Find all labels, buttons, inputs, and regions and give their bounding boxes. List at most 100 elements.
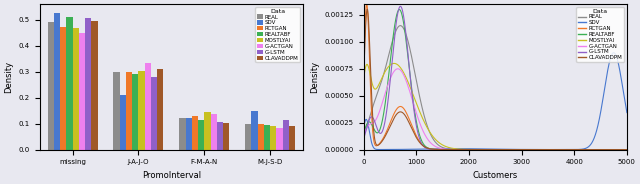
G-LSTM — [360, 138, 367, 140]
RCTGAN — [623, 148, 631, 151]
Bar — [252, 111, 258, 150]
Bar — [223, 123, 229, 150]
MOSTLYAI — [616, 148, 623, 151]
Y-axis label: Density: Density — [310, 61, 319, 93]
REAL — [567, 148, 575, 151]
G-ACTGAN — [481, 148, 488, 151]
G-ACTGAN — [616, 148, 623, 151]
Bar — [217, 121, 223, 150]
Legend: REAL, SDV, RCTGAN, REALTABF, MOSTLYAI, G-ACTGAN, G-LSTM, CLAVADDPM: REAL, SDV, RCTGAN, REALTABF, MOSTLYAI, G… — [255, 7, 300, 62]
G-LSTM — [488, 148, 495, 151]
X-axis label: PromoInterval: PromoInterval — [142, 171, 201, 180]
Bar — [204, 112, 211, 150]
REALTABF — [481, 148, 488, 151]
SDV — [616, 67, 623, 70]
REALTABF — [616, 148, 623, 151]
G-LSTM — [481, 148, 488, 151]
SDV — [481, 148, 488, 150]
G-ACTGAN — [623, 148, 631, 151]
Bar — [179, 118, 186, 150]
Bar — [85, 18, 92, 150]
G-ACTGAN — [616, 148, 623, 151]
CLAVADDPM — [567, 148, 575, 151]
SDV — [567, 148, 575, 151]
REAL — [360, 134, 367, 136]
Bar — [126, 72, 132, 150]
Bar — [186, 118, 192, 150]
CLAVADDPM — [616, 148, 623, 151]
Line: RCTGAN: RCTGAN — [364, 4, 627, 150]
RCTGAN — [616, 148, 623, 151]
REALTABF — [616, 148, 623, 151]
REAL — [616, 148, 623, 151]
RCTGAN — [616, 148, 623, 151]
REALTABF — [623, 148, 631, 151]
REAL — [396, 24, 404, 27]
Bar — [276, 128, 283, 150]
RCTGAN — [373, 144, 381, 147]
Line: SDV: SDV — [364, 53, 627, 150]
REAL — [373, 93, 381, 95]
G-LSTM — [623, 148, 631, 151]
Bar — [54, 13, 60, 150]
Bar — [72, 28, 79, 150]
Line: REAL: REAL — [364, 26, 627, 150]
REALTABF — [360, 132, 367, 134]
Bar — [270, 126, 276, 150]
G-ACTGAN — [394, 68, 402, 70]
Bar — [145, 63, 151, 150]
MOSTLYAI — [481, 148, 488, 151]
Line: MOSTLYAI: MOSTLYAI — [364, 63, 627, 150]
Bar — [79, 33, 85, 150]
Line: G-ACTGAN: G-ACTGAN — [364, 69, 627, 150]
RCTGAN — [567, 148, 575, 151]
Bar — [120, 95, 126, 150]
G-LSTM — [373, 127, 381, 129]
SDV — [360, 127, 367, 129]
Line: CLAVADDPM: CLAVADDPM — [364, 9, 627, 150]
REAL — [488, 148, 495, 151]
CLAVADDPM — [364, 8, 371, 10]
CLAVADDPM — [373, 144, 381, 146]
MOSTLYAI — [488, 148, 495, 151]
Bar — [264, 125, 270, 150]
Bar — [157, 69, 163, 150]
MOSTLYAI — [616, 148, 623, 151]
G-LSTM — [616, 148, 623, 151]
REAL — [481, 148, 488, 151]
MOSTLYAI — [390, 62, 398, 65]
RCTGAN — [360, 68, 367, 70]
CLAVADDPM — [360, 77, 367, 80]
Bar — [113, 72, 120, 150]
Line: G-LSTM: G-LSTM — [364, 6, 627, 150]
CLAVADDPM — [488, 148, 495, 151]
REAL — [623, 148, 631, 151]
REAL — [616, 148, 623, 151]
Bar — [151, 77, 157, 150]
Bar — [60, 27, 67, 150]
X-axis label: Customers: Customers — [472, 171, 518, 180]
G-ACTGAN — [373, 117, 381, 119]
SDV — [563, 148, 571, 151]
CLAVADDPM — [623, 148, 631, 151]
Bar — [67, 17, 72, 150]
Bar — [198, 121, 204, 150]
Y-axis label: Density: Density — [4, 61, 13, 93]
Legend: REAL, SDV, RCTGAN, REALTABF, MOSTLYAI, G-ACTGAN, G-LSTM, CLAVADDPM: REAL, SDV, RCTGAN, REALTABF, MOSTLYAI, G… — [577, 7, 624, 62]
REALTABF — [567, 148, 575, 151]
MOSTLYAI — [360, 79, 367, 81]
RCTGAN — [481, 148, 488, 151]
G-LSTM — [567, 148, 575, 151]
SDV — [616, 68, 623, 70]
RCTGAN — [363, 3, 371, 5]
Bar — [245, 124, 252, 150]
G-LSTM — [397, 5, 404, 7]
MOSTLYAI — [623, 148, 631, 151]
MOSTLYAI — [567, 148, 575, 151]
Bar — [192, 116, 198, 150]
SDV — [373, 148, 381, 151]
CLAVADDPM — [616, 148, 623, 151]
Bar — [258, 124, 264, 150]
Bar — [92, 21, 98, 150]
REALTABF — [488, 148, 495, 151]
